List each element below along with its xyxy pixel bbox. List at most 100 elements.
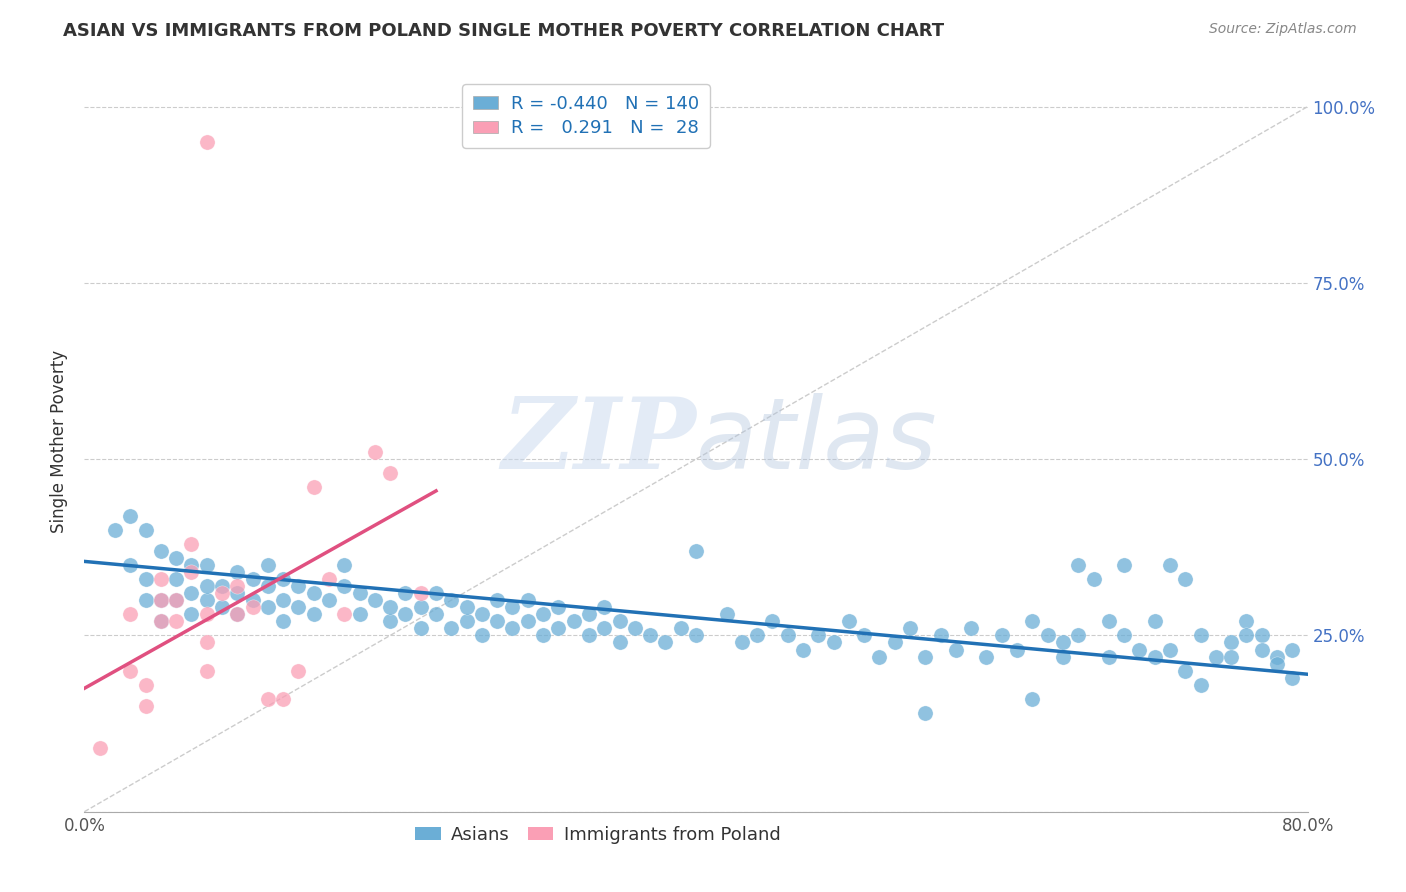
Point	[1128, 642, 1150, 657]
Point	[440, 621, 463, 635]
Point	[165, 593, 187, 607]
Point	[991, 628, 1014, 642]
Point	[1265, 649, 1288, 664]
Point	[761, 615, 783, 629]
Point	[195, 664, 218, 678]
Point	[302, 480, 325, 494]
Point	[287, 600, 309, 615]
Point	[120, 508, 142, 523]
Point	[685, 544, 707, 558]
Point	[869, 649, 891, 664]
Point	[195, 558, 218, 572]
Point	[1083, 572, 1105, 586]
Text: ASIAN VS IMMIGRANTS FROM POLAND SINGLE MOTHER POVERTY CORRELATION CHART: ASIAN VS IMMIGRANTS FROM POLAND SINGLE M…	[63, 22, 945, 40]
Point	[638, 628, 661, 642]
Point	[1205, 649, 1227, 664]
Point	[1236, 628, 1258, 642]
Point	[1220, 649, 1243, 664]
Point	[1021, 692, 1043, 706]
Point	[425, 607, 447, 622]
Point	[180, 586, 202, 600]
Point	[425, 586, 447, 600]
Point	[914, 649, 936, 664]
Point	[120, 664, 142, 678]
Point	[271, 692, 294, 706]
Point	[792, 642, 814, 657]
Point	[257, 558, 280, 572]
Point	[838, 615, 860, 629]
Point	[578, 607, 600, 622]
Point	[502, 600, 524, 615]
Point	[104, 523, 127, 537]
Point	[242, 593, 264, 607]
Point	[898, 621, 921, 635]
Point	[516, 593, 538, 607]
Text: Source: ZipAtlas.com: Source: ZipAtlas.com	[1209, 22, 1357, 37]
Point	[394, 607, 416, 622]
Point	[1114, 558, 1136, 572]
Point	[1159, 558, 1181, 572]
Point	[471, 607, 494, 622]
Point	[776, 628, 799, 642]
Point	[149, 615, 172, 629]
Point	[226, 607, 249, 622]
Point	[211, 579, 233, 593]
Point	[226, 579, 249, 593]
Point	[364, 593, 387, 607]
Point	[149, 593, 172, 607]
Point	[1159, 642, 1181, 657]
Point	[135, 698, 157, 713]
Point	[578, 628, 600, 642]
Point	[318, 572, 340, 586]
Point	[394, 586, 416, 600]
Legend: Asians, Immigrants from Poland: Asians, Immigrants from Poland	[408, 818, 789, 851]
Point	[380, 600, 402, 615]
Text: ZIP: ZIP	[501, 393, 696, 490]
Point	[211, 600, 233, 615]
Point	[609, 635, 631, 649]
Point	[195, 593, 218, 607]
Point	[547, 600, 569, 615]
Point	[1250, 642, 1272, 657]
Point	[271, 593, 294, 607]
Point	[547, 621, 569, 635]
Point	[318, 593, 340, 607]
Point	[380, 615, 402, 629]
Point	[349, 607, 371, 622]
Point	[195, 607, 218, 622]
Point	[1036, 628, 1059, 642]
Point	[349, 586, 371, 600]
Point	[807, 628, 830, 642]
Point	[1250, 628, 1272, 642]
Point	[180, 558, 202, 572]
Point	[440, 593, 463, 607]
Point	[257, 579, 280, 593]
Point	[716, 607, 738, 622]
Point	[149, 572, 172, 586]
Point	[120, 558, 142, 572]
Point	[1021, 615, 1043, 629]
Point	[486, 615, 509, 629]
Point	[747, 628, 769, 642]
Point	[242, 572, 264, 586]
Point	[1067, 558, 1090, 572]
Point	[562, 615, 585, 629]
Point	[502, 621, 524, 635]
Point	[1143, 649, 1166, 664]
Point	[180, 565, 202, 579]
Point	[149, 593, 172, 607]
Point	[135, 523, 157, 537]
Point	[135, 572, 157, 586]
Point	[195, 135, 218, 149]
Point	[1174, 572, 1197, 586]
Point	[257, 600, 280, 615]
Point	[654, 635, 676, 649]
Point	[1189, 678, 1212, 692]
Point	[1114, 628, 1136, 642]
Point	[609, 615, 631, 629]
Point	[960, 621, 983, 635]
Point	[135, 678, 157, 692]
Point	[883, 635, 905, 649]
Point	[1098, 615, 1121, 629]
Point	[165, 550, 187, 565]
